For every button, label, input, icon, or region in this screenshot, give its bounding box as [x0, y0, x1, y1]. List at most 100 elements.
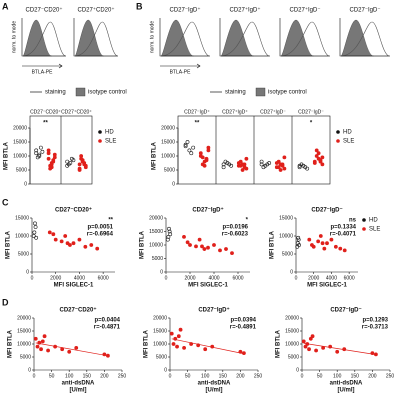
data-point — [318, 159, 323, 164]
data-point — [95, 246, 100, 251]
fit-line — [303, 342, 376, 355]
data-point — [259, 162, 264, 167]
data-point — [223, 159, 228, 164]
y-axis-label: MFI BTLA — [6, 230, 12, 259]
annotation: r=-0.3713 — [362, 325, 389, 331]
x-tick-label: 4000 — [208, 275, 219, 281]
y-tick-label: 5000 — [156, 354, 167, 360]
data-point — [230, 251, 234, 256]
data-point — [185, 240, 190, 245]
y-tick-label: 0 — [296, 367, 299, 373]
staining-histogram — [220, 21, 270, 57]
x-tick-label: 4000 — [326, 275, 337, 281]
y-tick-label: 0 — [172, 181, 175, 187]
staining-histogram — [22, 21, 66, 57]
data-point — [46, 151, 51, 156]
data-point — [77, 237, 82, 242]
legend-label: HD — [343, 130, 352, 136]
annotation: ** — [108, 218, 113, 224]
data-point — [188, 243, 192, 247]
data-point — [274, 161, 279, 165]
legend-label: isotype control — [268, 90, 307, 96]
y-tick-label: 10000 — [149, 242, 163, 248]
x-tick-label: 0 — [169, 373, 172, 379]
y-tick-label: 0 — [160, 269, 163, 275]
y-tick-label: 20000 — [13, 125, 27, 131]
data-point — [59, 239, 64, 244]
x-tick-label: 100 — [201, 373, 210, 379]
data-point — [261, 165, 266, 170]
panel-label: C — [2, 197, 9, 207]
histogram-frame — [159, 18, 210, 57]
y-axis-label: MFI BTLA — [152, 141, 158, 170]
data-point — [206, 145, 211, 150]
data-point — [79, 154, 84, 158]
data-point — [244, 156, 249, 161]
isotype-histogram — [220, 19, 254, 57]
data-point — [168, 232, 173, 237]
data-point — [33, 221, 37, 226]
x-tick-label: 0 — [31, 275, 34, 281]
chart-title: CD27⁻IgD⁺ — [192, 207, 223, 214]
fit-line — [35, 342, 108, 357]
data-point — [200, 244, 204, 249]
legend-box — [75, 87, 86, 97]
data-point — [74, 345, 79, 350]
data-point — [314, 148, 319, 153]
histogram-title: CD27⁺IgD⁻ — [289, 7, 320, 14]
data-point — [221, 165, 226, 170]
chart-title: CD27⁻CD20⁺ — [59, 307, 96, 314]
staining-histogram — [280, 21, 330, 57]
data-point — [316, 151, 321, 156]
y-tick-label: 5000 — [16, 167, 27, 173]
data-point — [182, 234, 186, 239]
isotype-histogram — [22, 19, 52, 57]
data-point — [297, 163, 302, 168]
data-point — [314, 154, 319, 158]
annotation: r=-0.6023 — [222, 232, 249, 238]
legend-marker — [336, 130, 340, 134]
data-point — [183, 142, 188, 147]
category-label: CD27⁺IgD⁻ — [260, 109, 286, 115]
y-tick-label: 20000 — [161, 125, 175, 131]
arrow — [22, 63, 63, 69]
data-point — [259, 159, 264, 164]
data-point — [37, 154, 42, 158]
x-tick-label: 150 — [351, 373, 360, 379]
data-point — [165, 237, 170, 242]
x-axis-label: anti-dsDNA — [330, 381, 363, 387]
x-tick-label: 200 — [368, 373, 377, 379]
data-point — [221, 162, 226, 167]
x-tick-label: 6000 — [98, 275, 109, 281]
data-point — [166, 234, 171, 239]
data-point — [38, 145, 43, 150]
data-point — [242, 351, 246, 356]
legend-marker — [336, 139, 340, 143]
data-point — [320, 162, 325, 167]
data-point — [238, 163, 243, 168]
data-point — [77, 168, 82, 172]
data-point — [171, 342, 176, 346]
data-point — [82, 162, 87, 167]
annotation: p=0.0404 — [94, 318, 120, 324]
annotation: ns — [349, 218, 357, 224]
y-tick-label: 15000 — [161, 139, 175, 145]
legend-box — [255, 87, 266, 97]
data-point — [34, 148, 39, 153]
significance: ** — [195, 121, 200, 127]
y-tick-label: 5000 — [164, 167, 175, 173]
data-point — [282, 166, 287, 171]
data-point — [51, 232, 56, 237]
category-label: CD27⁺IgD⁺ — [222, 109, 248, 115]
legend-marker — [98, 130, 102, 134]
data-point — [312, 161, 317, 165]
data-point — [218, 248, 222, 253]
x-axis-label: [U/ml] — [338, 388, 355, 394]
data-point — [53, 237, 58, 242]
y-axis-label: MFI BTLA — [276, 329, 282, 358]
annotation: p=0.0051 — [87, 225, 113, 231]
x-tick-label: 6000 — [344, 275, 355, 281]
chart-title: CD27⁻IgD⁻ — [311, 208, 342, 214]
legend-label: SLE — [343, 139, 354, 145]
category-label: CD27⁻IgD⁻ — [298, 109, 324, 115]
